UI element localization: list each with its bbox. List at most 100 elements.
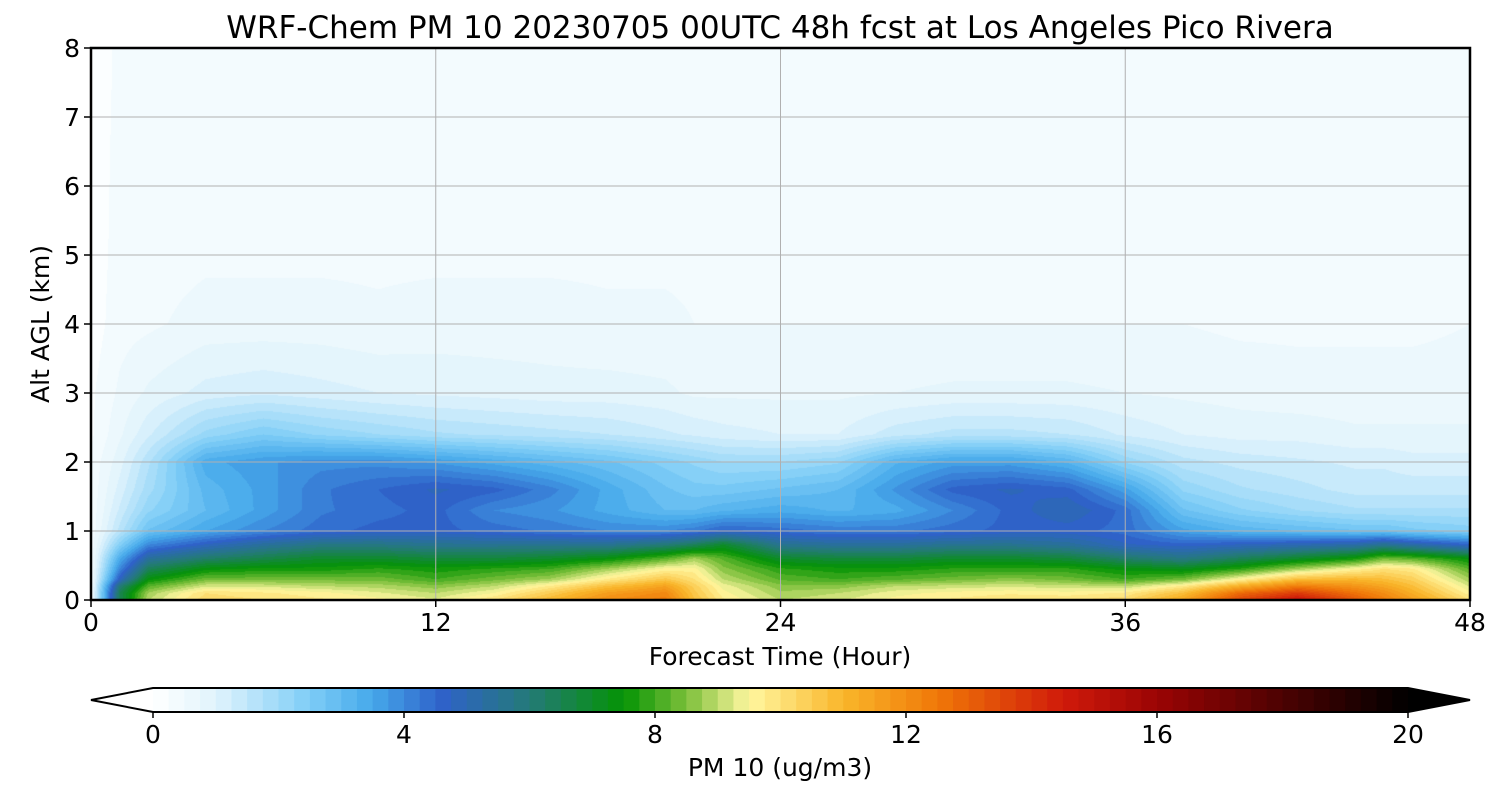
colorbar-swatch <box>670 688 687 712</box>
colorbar-swatch <box>498 688 515 712</box>
x-tick-label: 12 <box>420 608 452 637</box>
colorbar-swatch <box>419 688 436 712</box>
colorbar-swatch <box>702 688 719 712</box>
colorbar-swatch <box>1188 688 1205 712</box>
colorbar-swatch <box>341 688 358 712</box>
colorbar-swatch <box>1282 688 1299 712</box>
x-tick-label: 48 <box>1454 608 1486 637</box>
y-axis-ticks: 0 1 2 3 4 5 6 7 8 <box>64 34 91 615</box>
colorbar-swatch <box>1219 688 1237 712</box>
colorbar-swatch <box>858 688 876 712</box>
x-axis-ticks: 0 12 24 36 48 <box>83 600 1486 637</box>
y-axis-label: Alt AGL (km) <box>26 245 55 403</box>
colorbar <box>90 687 1471 713</box>
colorbar-swatch <box>1109 688 1127 712</box>
plot-gridlines <box>91 48 1470 600</box>
colorbar-ticks: 0 4 8 12 16 20 <box>145 712 1424 749</box>
colorbar-swatch <box>1000 688 1017 712</box>
colorbar-tick-label: 8 <box>647 720 663 749</box>
colorbar-swatch <box>1157 688 1174 712</box>
colorbar-swatch <box>607 688 625 712</box>
colorbar-swatch <box>435 688 452 712</box>
y-tick-label: 0 <box>64 586 80 615</box>
chart-title: WRF-Chem PM 10 20230705 00UTC 48h fcst a… <box>226 10 1333 46</box>
colorbar-swatch <box>560 688 578 712</box>
colorbar-swatch <box>1266 688 1284 712</box>
colorbar-swatch <box>937 688 954 712</box>
colorbar-swatch <box>592 688 609 712</box>
colorbar-swatch <box>874 688 891 712</box>
colorbar-swatch <box>780 688 797 712</box>
colorbar-swatch <box>168 688 185 712</box>
y-tick-label: 6 <box>64 172 80 201</box>
colorbar-swatch <box>921 688 938 712</box>
colorbar-swatch <box>529 688 546 712</box>
x-tick-label: 24 <box>765 608 797 637</box>
y-tick-label: 4 <box>64 310 80 339</box>
colorbar-swatch <box>1204 688 1221 712</box>
colorbar-swatch <box>466 688 484 712</box>
colorbar-swatch <box>482 688 499 712</box>
colorbar-swatch <box>576 688 593 712</box>
colorbar-label: PM 10 (ug/m3) <box>688 753 872 782</box>
colorbar-swatch <box>1235 688 1252 712</box>
x-tick-label: 36 <box>1109 608 1141 637</box>
colorbar-swatch <box>356 688 374 712</box>
colorbar-swatch <box>1313 688 1331 712</box>
colorbar-swatch <box>623 688 640 712</box>
colorbar-swatch <box>231 688 248 712</box>
colorbar-tick-label: 0 <box>145 720 161 749</box>
colorbar-swatch <box>1329 688 1346 712</box>
colorbar-swatch <box>372 688 389 712</box>
colorbar-swatch <box>1094 688 1111 712</box>
y-tick-label: 8 <box>64 34 80 63</box>
colorbar-swatch <box>764 688 782 712</box>
colorbar-swatch <box>686 688 703 712</box>
colorbar-max-extend <box>1408 688 1470 712</box>
colorbar-swatch <box>1015 688 1033 712</box>
colorbar-swatch <box>968 688 986 712</box>
colorbar-swatch <box>1141 688 1158 712</box>
colorbar-tick-label: 20 <box>1392 720 1424 749</box>
colorbar-swatch <box>309 688 327 712</box>
colorbar-swatch <box>1360 688 1378 712</box>
y-tick-label: 2 <box>64 448 80 477</box>
colorbar-swatch <box>1172 688 1189 712</box>
colorbar-swatch <box>1125 688 1142 712</box>
colorbar-swatch <box>451 688 468 712</box>
colorbar-swatch <box>278 688 295 712</box>
colorbar-min-extend <box>91 688 153 712</box>
colorbar-swatch <box>184 688 201 712</box>
colorbar-swatch <box>545 688 562 712</box>
y-tick-label: 7 <box>64 103 80 132</box>
y-tick-label: 3 <box>64 379 80 408</box>
colorbar-swatch <box>247 688 264 712</box>
colorbar-swatch <box>843 688 860 712</box>
y-tick-label: 5 <box>64 241 80 270</box>
colorbar-swatch <box>200 688 217 712</box>
colorbar-swatch <box>655 688 672 712</box>
colorbar-swatch <box>215 688 233 712</box>
colorbar-swatch <box>404 688 421 712</box>
colorbar-swatch <box>1251 688 1268 712</box>
colorbar-swatch <box>890 688 907 712</box>
colorbar-swatch <box>153 688 170 712</box>
colorbar-swatch <box>796 688 813 712</box>
colorbar-swatch <box>388 688 405 712</box>
x-axis-label: Forecast Time (Hour) <box>649 642 912 671</box>
colorbar-swatch <box>639 688 656 712</box>
colorbar-swatch <box>1047 688 1064 712</box>
colorbar-swatch <box>984 688 1001 712</box>
colorbar-swatch <box>906 688 923 712</box>
colorbar-tick-label: 12 <box>890 720 922 749</box>
colorbar-swatch <box>733 688 750 712</box>
colorbar-swatch <box>1078 688 1095 712</box>
colorbar-tick-label: 16 <box>1141 720 1173 749</box>
x-tick-label: 0 <box>83 608 99 637</box>
colorbar-swatch <box>953 688 970 712</box>
colorbar-swatch <box>262 688 280 712</box>
colorbar-swatch <box>1345 688 1362 712</box>
colorbar-swatch <box>1392 688 1409 712</box>
colorbar-swatch <box>1062 688 1080 712</box>
